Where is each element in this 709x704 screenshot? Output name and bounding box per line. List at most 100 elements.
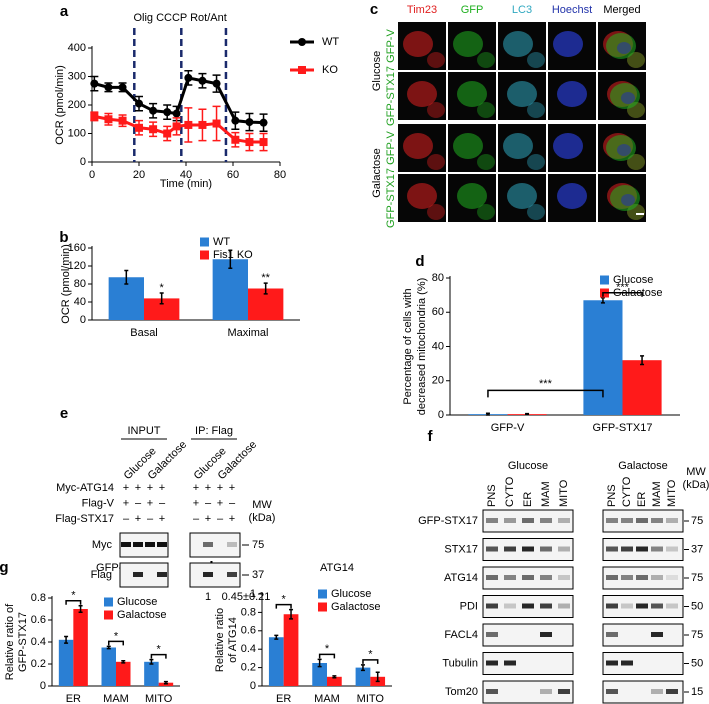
blot-band — [522, 575, 534, 580]
blot-band — [666, 518, 678, 523]
sig-bracket — [487, 389, 604, 398]
mw-value: 37 — [252, 569, 264, 581]
bar — [101, 647, 116, 686]
blot-band — [606, 689, 618, 694]
legend-label: WT — [322, 36, 339, 48]
cell-signal — [453, 31, 483, 57]
blot-label: Myc — [92, 539, 113, 551]
bar — [73, 609, 88, 686]
condition-sign: – — [135, 497, 142, 509]
y-tick-label: 400 — [68, 42, 86, 54]
sig-label: * — [325, 643, 330, 655]
condition-sign: + — [193, 482, 199, 494]
blot-band — [621, 575, 633, 580]
y-tick-label: 0 — [438, 409, 444, 421]
blot-frame — [602, 652, 684, 675]
blot-frame — [189, 532, 241, 558]
x-tick-label: MITO — [145, 693, 173, 704]
sig-label: * — [160, 282, 165, 294]
condition-sign: + — [229, 482, 235, 494]
blot-band — [606, 603, 618, 609]
y-tick-label: 0.8 — [241, 606, 256, 618]
blot-band — [504, 660, 516, 666]
y-tick-label: 1 — [250, 588, 256, 600]
condition-sign: + — [205, 513, 211, 525]
point — [90, 112, 99, 121]
point — [231, 116, 240, 125]
error-bar — [317, 658, 322, 668]
sig-label: * — [114, 630, 119, 642]
y-axis-label: of ATG14 — [227, 617, 239, 663]
lane-label: ER — [636, 492, 648, 507]
legend-label: WT — [213, 236, 230, 248]
legend-swatch — [318, 602, 327, 612]
cell-signal — [477, 102, 495, 118]
condition-sign: – — [229, 497, 236, 509]
cell-signal — [507, 183, 537, 209]
blot-band — [621, 603, 633, 609]
point — [245, 138, 254, 147]
blot-band — [504, 546, 516, 552]
x-axis-label: Time (min) — [160, 178, 212, 190]
condition-sign: – — [159, 497, 166, 509]
cell-signal — [627, 154, 645, 170]
blot-band — [504, 603, 516, 609]
blot-band — [621, 518, 633, 523]
legend-label: Galactose — [117, 609, 167, 621]
cell-signal — [627, 102, 645, 118]
cell-signal — [627, 154, 645, 170]
point — [118, 83, 127, 92]
blot-label: PDI — [460, 600, 478, 612]
blot-band — [651, 546, 663, 552]
blot-band — [636, 518, 648, 523]
cell-signal — [453, 133, 483, 159]
error-bar — [640, 355, 645, 366]
bar — [312, 663, 327, 686]
lane-label: ER — [522, 492, 534, 507]
point — [104, 83, 113, 92]
error-bar — [149, 658, 154, 665]
blot-band — [522, 546, 534, 552]
y-axis-label: OCR (pmol/min) — [60, 244, 72, 323]
condition-sign: + — [193, 497, 199, 509]
blot-band — [522, 518, 534, 523]
mw-label: MW — [686, 466, 706, 478]
x-tick-label: GFP-V — [491, 422, 525, 434]
blot-band — [227, 542, 237, 547]
mw-value: 75 — [252, 539, 264, 551]
error-bar — [228, 249, 233, 269]
y-tick-label: 80 — [432, 272, 444, 284]
condition-sign: – — [217, 513, 224, 525]
panel-label: e — [60, 405, 68, 422]
quant-label: 0.45±0.21 — [222, 591, 271, 603]
blot-frame — [482, 652, 574, 675]
y-tick-label: 120 — [68, 260, 86, 272]
sig-label: *** — [539, 378, 553, 390]
cell-signal — [557, 81, 587, 107]
y-tick-label: 0 — [80, 156, 86, 168]
blot-band — [522, 603, 534, 609]
blot-band — [486, 546, 498, 552]
point — [212, 119, 221, 128]
blot-band — [486, 632, 498, 637]
legend-label: Fis1 KO — [213, 249, 253, 261]
blot-band — [651, 518, 663, 523]
blot-band — [636, 603, 648, 609]
cell-signal — [403, 133, 433, 159]
point — [198, 76, 207, 85]
blot-band — [486, 603, 498, 609]
cell-signal — [477, 154, 495, 170]
sig-label: * — [157, 644, 162, 656]
blot-band — [157, 572, 167, 577]
cell-signal — [457, 183, 487, 209]
mw-label: MW — [252, 499, 272, 511]
panel-label: g — [0, 559, 9, 576]
error-bar — [360, 664, 365, 672]
mw-value: 50 — [691, 657, 703, 669]
cell-signal — [553, 133, 583, 159]
legend-swatch — [104, 597, 113, 607]
y-tick-label: 80 — [74, 278, 86, 290]
blot-band — [203, 572, 213, 577]
y-axis-label: OCR (pmol/min) — [54, 65, 66, 144]
condition-sign: + — [135, 513, 141, 525]
